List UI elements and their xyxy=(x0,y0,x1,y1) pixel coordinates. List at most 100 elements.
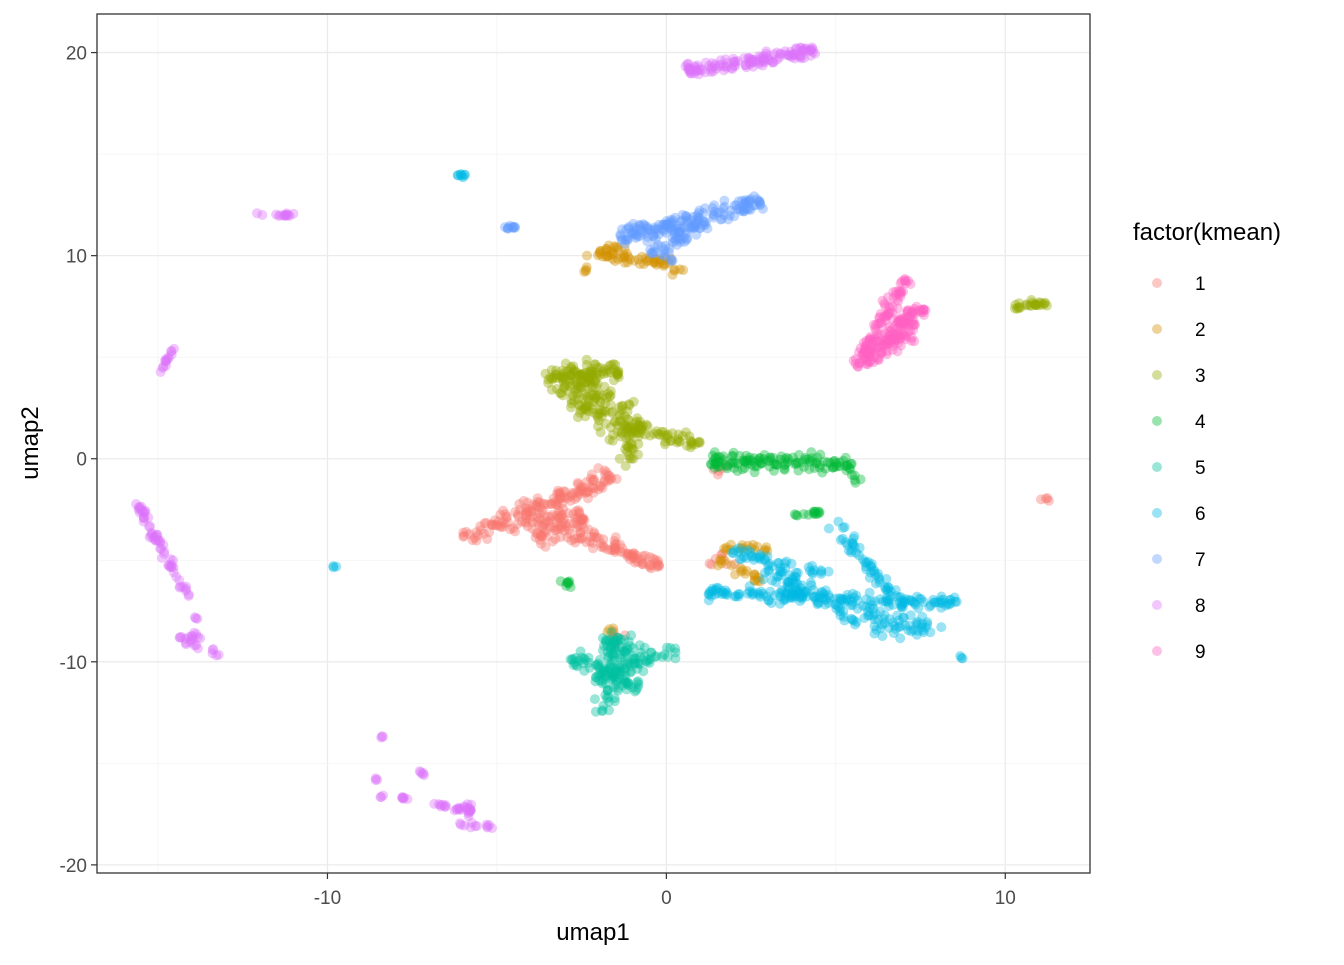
scatter-point-cluster-8 xyxy=(714,61,725,72)
scatter-point-cluster-3 xyxy=(665,436,676,446)
scatter-point-cluster-7 xyxy=(617,224,627,235)
scatter-point-cluster-7 xyxy=(672,239,682,250)
scatter-point-cluster-3 xyxy=(580,401,591,412)
scatter-point-cluster-5 xyxy=(599,664,610,675)
scatter-point-cluster-8 xyxy=(189,640,200,651)
scatter-point-cluster-7 xyxy=(679,236,690,247)
scatter-point-cluster-3 xyxy=(620,423,631,434)
scatter-point-cluster-4 xyxy=(805,456,815,467)
scatter-point-cluster-7 xyxy=(615,229,626,240)
scatter-point-cluster-9 xyxy=(906,332,917,343)
scatter-point-cluster-3 xyxy=(587,366,597,377)
scatter-point-cluster-1 xyxy=(588,475,599,486)
scatter-point-cluster-3 xyxy=(593,405,604,416)
scatter-point-cluster-8 xyxy=(433,799,444,810)
scatter-point-cluster-8 xyxy=(146,527,157,538)
scatter-point-cluster-3 xyxy=(1029,299,1040,309)
scatter-point-cluster-5 xyxy=(609,649,619,659)
scatter-point-cluster-4 xyxy=(562,577,573,588)
scatter-point-cluster-4 xyxy=(792,510,803,521)
scatter-point-cluster-1 xyxy=(587,482,598,493)
scatter-point-cluster-6 xyxy=(720,585,731,596)
scatter-point-cluster-6 xyxy=(893,592,904,603)
scatter-point-cluster-9 xyxy=(907,316,918,327)
legend-label-6: 6 xyxy=(1195,504,1206,525)
scatter-point-cluster-4 xyxy=(705,459,716,469)
scatter-point-cluster-1 xyxy=(595,481,606,492)
scatter-point-cluster-6 xyxy=(937,598,948,608)
scatter-point-cluster-6 xyxy=(918,597,929,608)
scatter-point-cluster-7 xyxy=(502,223,513,234)
scatter-point-cluster-3 xyxy=(605,422,616,433)
scatter-point-cluster-5 xyxy=(614,669,625,680)
scatter-point-cluster-2 xyxy=(601,244,612,254)
scatter-point-cluster-9 xyxy=(896,286,906,297)
scatter-point-cluster-6 xyxy=(881,593,892,604)
scatter-point-cluster-8 xyxy=(706,67,716,77)
scatter-point-cluster-8 xyxy=(163,560,174,571)
scatter-point-cluster-1 xyxy=(559,492,570,503)
scatter-point-cluster-6 xyxy=(787,573,798,584)
scatter-point-cluster-4 xyxy=(807,456,818,466)
scatter-point-cluster-6 xyxy=(767,561,778,572)
scatter-point-cluster-5 xyxy=(606,643,616,654)
scatter-point-cluster-3 xyxy=(575,369,586,380)
scatter-point-cluster-8 xyxy=(463,802,474,813)
scatter-point-cluster-9 xyxy=(900,318,911,329)
scatter-point-cluster-4 xyxy=(809,509,820,520)
scatter-point-cluster-8 xyxy=(763,54,774,64)
scatter-point-cluster-7 xyxy=(629,222,640,233)
scatter-point-cluster-3 xyxy=(680,427,691,438)
scatter-point-cluster-2 xyxy=(738,543,749,554)
scatter-point-cluster-3 xyxy=(636,425,647,436)
scatter-point-cluster-8 xyxy=(708,66,719,77)
scatter-point-cluster-6 xyxy=(879,610,890,620)
scatter-point-cluster-6 xyxy=(784,578,795,589)
scatter-point-cluster-8 xyxy=(183,589,194,600)
scatter-point-cluster-5 xyxy=(633,676,644,687)
scatter-point-cluster-6 xyxy=(889,620,900,631)
x-axis-title: umap1 xyxy=(556,919,629,946)
scatter-point-cluster-7 xyxy=(757,203,768,214)
scatter-point-cluster-7 xyxy=(690,221,701,232)
scatter-point-cluster-9 xyxy=(908,319,919,330)
scatter-point-cluster-6 xyxy=(713,583,724,594)
scatter-point-cluster-9 xyxy=(865,351,875,361)
scatter-point-cluster-6 xyxy=(917,625,928,636)
scatter-point-cluster-4 xyxy=(728,457,739,468)
scatter-point-cluster-7 xyxy=(708,212,719,223)
scatter-point-cluster-3 xyxy=(623,423,633,434)
scatter-point-cluster-6 xyxy=(765,586,776,597)
scatter-point-cluster-3 xyxy=(634,423,645,434)
scatter-point-cluster-3 xyxy=(594,362,605,373)
scatter-point-cluster-8 xyxy=(794,42,805,53)
scatter-point-cluster-4 xyxy=(820,463,831,474)
scatter-point-cluster-3 xyxy=(1010,299,1021,310)
scatter-point-cluster-3 xyxy=(585,363,596,374)
scatter-point-cluster-3 xyxy=(599,364,610,374)
y-tick-label: 0 xyxy=(76,450,87,471)
scatter-point-cluster-1 xyxy=(539,519,550,529)
scatter-point-cluster-5 xyxy=(604,705,614,716)
scatter-point-cluster-3 xyxy=(604,361,615,371)
scatter-point-cluster-7 xyxy=(675,236,686,247)
scatter-point-cluster-8 xyxy=(739,53,750,64)
scatter-point-cluster-6 xyxy=(890,624,901,635)
scatter-point-cluster-7 xyxy=(732,204,743,215)
scatter-point-cluster-6 xyxy=(905,595,916,606)
scatter-point-cluster-3 xyxy=(625,438,636,449)
scatter-point-cluster-3 xyxy=(612,369,623,380)
scatter-point-cluster-8 xyxy=(759,55,770,66)
scatter-point-cluster-6 xyxy=(848,533,859,544)
scatter-point-cluster-6 xyxy=(793,589,804,599)
scatter-point-cluster-5 xyxy=(574,655,585,666)
scatter-point-cluster-9 xyxy=(906,307,917,318)
scatter-point-cluster-6 xyxy=(802,586,812,597)
scatter-point-cluster-6 xyxy=(903,625,914,636)
scatter-point-cluster-9 xyxy=(916,307,927,318)
scatter-point-cluster-3 xyxy=(568,395,579,406)
scatter-point-cluster-9 xyxy=(862,356,873,367)
scatter-point-cluster-6 xyxy=(784,570,795,581)
scatter-point-cluster-3 xyxy=(574,369,585,380)
scatter-point-cluster-1 xyxy=(610,547,620,557)
